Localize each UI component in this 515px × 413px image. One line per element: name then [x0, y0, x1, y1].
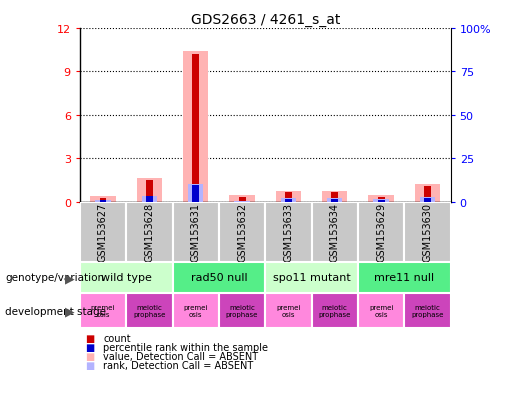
- Bar: [276, 192, 301, 202]
- Text: GSM153631: GSM153631: [191, 203, 201, 262]
- Bar: [90, 197, 116, 202]
- Bar: [265, 293, 312, 328]
- Bar: [95, 200, 111, 202]
- Bar: [265, 202, 312, 262]
- Text: GSM153632: GSM153632: [237, 203, 247, 262]
- Text: rad50 null: rad50 null: [191, 273, 247, 283]
- Text: development stage: development stage: [5, 306, 106, 316]
- Bar: [373, 200, 389, 202]
- Bar: [136, 178, 162, 202]
- Bar: [219, 293, 265, 328]
- Bar: [322, 192, 348, 202]
- Bar: [358, 202, 404, 262]
- Bar: [377, 197, 385, 202]
- Text: GSM153633: GSM153633: [283, 203, 294, 262]
- Bar: [358, 293, 404, 328]
- Bar: [377, 201, 385, 202]
- Text: meiotic
prophase: meiotic prophase: [133, 304, 165, 317]
- Text: meiotic
prophase: meiotic prophase: [411, 304, 443, 317]
- Text: premei
osis: premei osis: [276, 304, 301, 317]
- Bar: [327, 198, 342, 202]
- Text: spo11 mutant: spo11 mutant: [273, 273, 350, 283]
- Text: value, Detection Call = ABSENT: value, Detection Call = ABSENT: [103, 351, 258, 361]
- Text: percentile rank within the sample: percentile rank within the sample: [103, 342, 268, 352]
- Text: GSM153627: GSM153627: [98, 203, 108, 262]
- Bar: [331, 193, 338, 202]
- Bar: [424, 187, 431, 202]
- Bar: [126, 202, 173, 262]
- Bar: [192, 55, 199, 202]
- Text: ■: ■: [85, 360, 94, 370]
- Bar: [331, 199, 338, 202]
- Text: ■: ■: [85, 342, 94, 352]
- Bar: [173, 202, 219, 262]
- Text: ■: ■: [85, 333, 94, 343]
- Bar: [312, 293, 358, 328]
- Text: ▶: ▶: [65, 304, 75, 317]
- Bar: [126, 293, 173, 328]
- Text: premei
osis: premei osis: [369, 304, 393, 317]
- Bar: [80, 262, 173, 293]
- Bar: [219, 202, 265, 262]
- Bar: [99, 199, 107, 202]
- Bar: [229, 196, 255, 202]
- Bar: [312, 202, 358, 262]
- Bar: [404, 202, 451, 262]
- Text: ▶: ▶: [65, 271, 75, 284]
- Bar: [188, 184, 203, 202]
- Text: premei
osis: premei osis: [91, 304, 115, 317]
- Text: wild type: wild type: [101, 273, 151, 283]
- Bar: [146, 197, 153, 202]
- Text: rank, Detection Call = ABSENT: rank, Detection Call = ABSENT: [103, 360, 253, 370]
- Text: count: count: [103, 333, 131, 343]
- Text: GSM153634: GSM153634: [330, 203, 340, 262]
- Bar: [80, 293, 126, 328]
- Text: GSM153629: GSM153629: [376, 203, 386, 262]
- Bar: [99, 201, 107, 202]
- Bar: [358, 262, 451, 293]
- Text: GSM153628: GSM153628: [144, 203, 154, 262]
- Bar: [173, 262, 265, 293]
- Bar: [285, 193, 292, 202]
- Bar: [238, 197, 246, 202]
- Bar: [404, 293, 451, 328]
- Bar: [183, 52, 209, 202]
- Bar: [285, 199, 292, 202]
- Text: meiotic
prophase: meiotic prophase: [226, 304, 258, 317]
- Text: premei
osis: premei osis: [183, 304, 208, 317]
- Text: mre11 null: mre11 null: [374, 273, 434, 283]
- Bar: [265, 262, 358, 293]
- Bar: [146, 180, 153, 202]
- Bar: [192, 186, 199, 202]
- Text: meiotic
prophase: meiotic prophase: [319, 304, 351, 317]
- Bar: [424, 198, 431, 202]
- Bar: [142, 196, 157, 202]
- Text: ■: ■: [85, 351, 94, 361]
- Text: genotype/variation: genotype/variation: [5, 273, 104, 283]
- Bar: [281, 198, 296, 202]
- Bar: [420, 197, 435, 202]
- Bar: [173, 293, 219, 328]
- Text: GSM153630: GSM153630: [422, 203, 433, 262]
- Title: GDS2663 / 4261_s_at: GDS2663 / 4261_s_at: [191, 12, 340, 26]
- Bar: [80, 202, 126, 262]
- Bar: [368, 196, 394, 202]
- Bar: [415, 185, 440, 202]
